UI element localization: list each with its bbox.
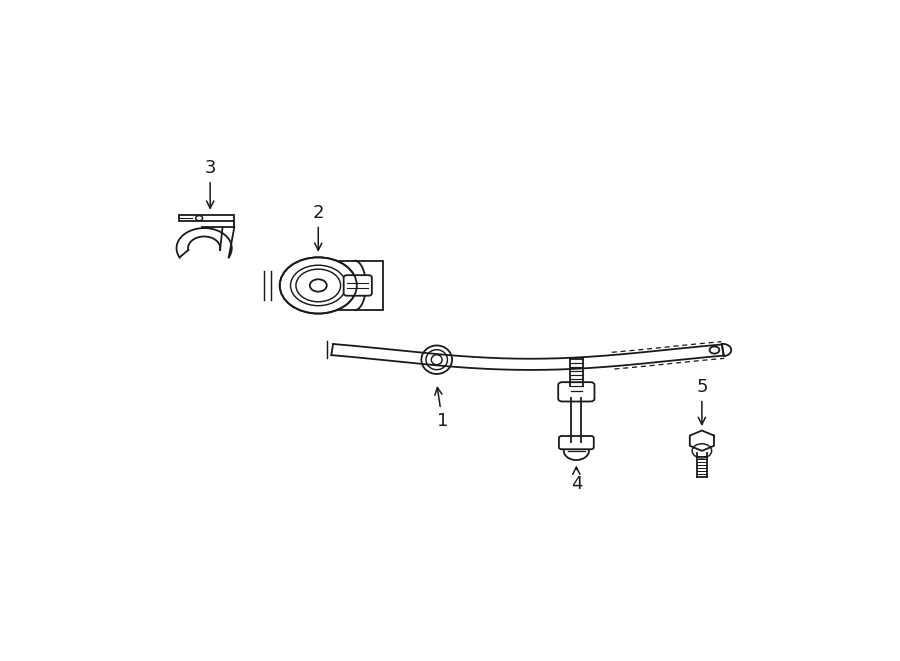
Circle shape [709, 346, 719, 354]
Text: 1: 1 [435, 387, 448, 430]
Circle shape [310, 279, 327, 292]
Bar [179, 215, 234, 221]
Bar [310, 260, 382, 310]
Circle shape [692, 444, 712, 458]
Text: 2: 2 [312, 204, 324, 251]
Circle shape [563, 442, 589, 460]
Ellipse shape [419, 344, 454, 375]
FancyBboxPatch shape [559, 436, 594, 449]
Text: 3: 3 [204, 159, 216, 208]
FancyBboxPatch shape [558, 382, 595, 401]
Text: 5: 5 [696, 378, 707, 424]
Text: 4: 4 [571, 467, 582, 493]
Circle shape [280, 257, 356, 313]
FancyBboxPatch shape [344, 275, 372, 295]
